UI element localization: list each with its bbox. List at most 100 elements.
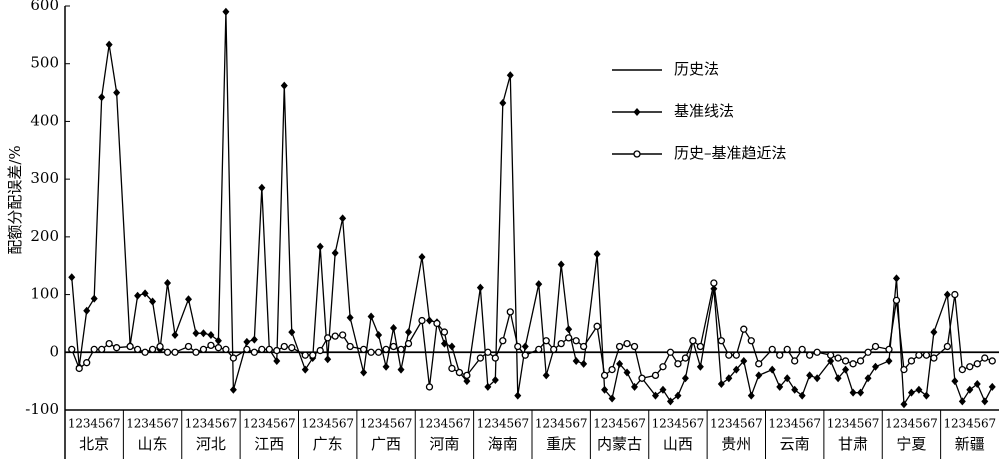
circle-marker	[593, 322, 601, 330]
diamond-marker	[593, 250, 601, 259]
x-tick-label: 4	[557, 417, 565, 431]
x-tick-label: 7	[230, 417, 238, 431]
group-label: 河北	[196, 435, 226, 453]
x-tick-label: 6	[631, 417, 639, 431]
x-tick-label: 1	[418, 417, 426, 431]
circle-marker	[184, 342, 193, 351]
group-label: 海南	[488, 435, 518, 453]
x-tick-label: 7	[113, 417, 121, 431]
diamond-marker	[747, 391, 755, 400]
circle-marker	[768, 345, 776, 354]
circle-marker	[755, 360, 763, 368]
circle-marker	[156, 342, 164, 351]
group-label: 江西	[254, 435, 284, 453]
circle-marker	[288, 344, 296, 352]
x-tick-label: 7	[988, 417, 996, 431]
circle-marker	[907, 357, 916, 365]
circle-marker	[105, 339, 113, 348]
x-tick-label: 1	[593, 417, 601, 431]
circle-marker	[301, 351, 309, 359]
x-tick-label: 5	[857, 417, 865, 431]
circle-marker	[535, 345, 543, 354]
diamond-marker	[382, 362, 390, 371]
x-tick-label: 3	[959, 417, 967, 431]
diamond-marker	[616, 359, 624, 368]
x-tick-label: 3	[258, 417, 266, 431]
diamond-marker	[922, 391, 930, 400]
diamond-marker	[491, 375, 499, 384]
x-tick-label: 3	[608, 417, 616, 431]
diamond-marker	[900, 400, 908, 409]
circle-marker	[806, 351, 814, 359]
x-tick-label: 6	[105, 417, 113, 431]
circle-marker	[710, 279, 718, 287]
diamond-marker	[535, 280, 543, 289]
x-tick-label: 1	[360, 417, 368, 431]
circle-marker	[506, 308, 514, 316]
circle-marker	[973, 360, 981, 368]
x-tick-label: 1	[243, 417, 251, 431]
circle-marker	[915, 351, 923, 359]
diamond-marker	[339, 214, 347, 223]
circle-marker	[565, 334, 573, 342]
x-tick-label: 5	[215, 417, 223, 431]
circle-marker	[316, 346, 324, 355]
x-tick-label: 1	[710, 417, 718, 431]
x-tick-label: 1	[126, 417, 134, 431]
circle-marker	[717, 337, 725, 345]
x-tick-label: 5	[623, 417, 631, 431]
circle-marker	[864, 348, 872, 356]
x-tick-label: 2	[542, 417, 550, 431]
x-tick-label: 7	[521, 417, 529, 431]
diamond-marker	[849, 388, 857, 397]
x-tick-label: 6	[397, 417, 405, 431]
circle-marker	[783, 345, 791, 354]
x-tick-label: 2	[134, 417, 142, 431]
x-tick-label: 2	[484, 417, 492, 431]
circle-marker	[943, 342, 952, 351]
diamond-marker	[943, 290, 951, 299]
diamond-marker	[783, 374, 791, 383]
group-label: 广西	[371, 435, 401, 453]
diamond-marker	[360, 368, 368, 377]
circle-marker	[229, 354, 238, 362]
diamond-marker	[915, 385, 923, 394]
diamond-marker	[418, 253, 426, 262]
x-tick-label: 7	[872, 417, 880, 431]
diamond-marker	[907, 388, 915, 397]
x-tick-label: 5	[565, 417, 573, 431]
x-tick-label: 1	[652, 417, 660, 431]
diamond-marker	[958, 397, 966, 406]
circle-marker	[542, 337, 550, 345]
x-tick-label: 5	[682, 417, 690, 431]
series-line	[71, 11, 993, 407]
y-tick-label: 300	[30, 169, 59, 187]
group-label: 云南	[780, 435, 810, 453]
y-tick-label: 100	[30, 285, 59, 303]
diamond-marker	[557, 260, 565, 269]
x-tick-label: 6	[514, 417, 522, 431]
diamond-marker	[717, 380, 725, 389]
x-tick-label: 3	[433, 417, 441, 431]
y-tick-label: 0	[49, 342, 59, 360]
group-label: 山西	[663, 435, 693, 453]
x-tick-label: 3	[725, 417, 733, 431]
group-label: 河南	[429, 435, 459, 453]
circle-marker	[265, 345, 273, 354]
x-tick-label: 3	[492, 417, 500, 431]
diamond-marker	[827, 356, 835, 365]
x-tick-label: 5	[156, 417, 164, 431]
diamond-marker	[98, 93, 106, 102]
diamond-marker	[601, 385, 609, 394]
circle-marker	[331, 332, 339, 340]
group-label: 宁夏	[896, 435, 926, 453]
x-tick-label: 6	[747, 417, 755, 431]
diamond-marker	[768, 365, 776, 374]
circle-marker	[550, 345, 558, 354]
x-tick-label: 6	[806, 417, 814, 431]
circle-marker	[433, 319, 441, 328]
diamond-marker	[681, 374, 689, 383]
x-tick-label: 4	[674, 417, 682, 431]
circle-marker	[608, 365, 616, 374]
